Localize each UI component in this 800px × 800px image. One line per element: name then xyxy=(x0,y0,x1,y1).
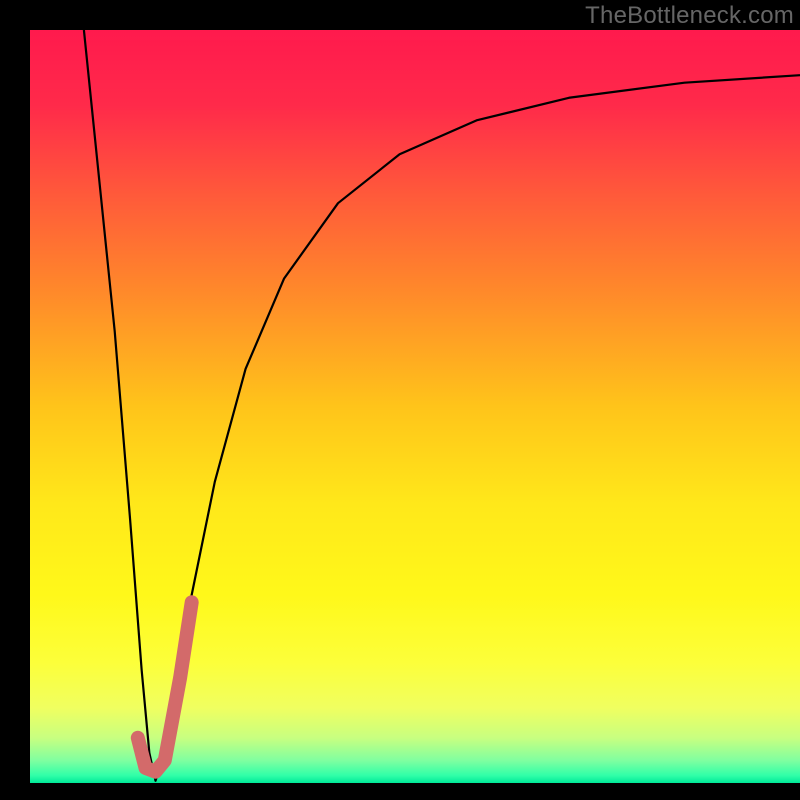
plot-area xyxy=(30,30,800,783)
watermark-text: TheBottleneck.com xyxy=(585,2,794,30)
bottleneck-curve xyxy=(84,30,800,781)
curves-layer xyxy=(30,30,800,783)
red-tick-mark xyxy=(138,602,192,771)
figure-frame: TheBottleneck.com xyxy=(0,0,800,800)
